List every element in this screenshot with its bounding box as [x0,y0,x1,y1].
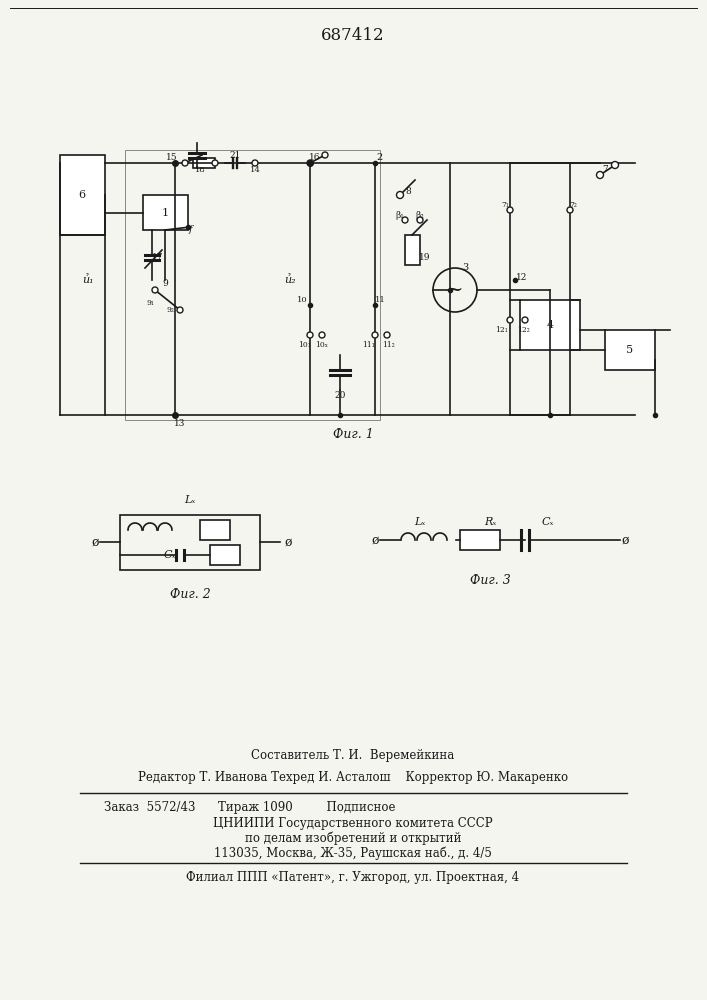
Circle shape [567,207,573,213]
Circle shape [319,332,325,338]
Bar [520,300,580,350]
Text: Rₓ: Rₓ [484,517,496,527]
Text: 5: 5 [626,345,633,355]
Circle shape [402,217,408,223]
Text: Cₓ: Cₓ [164,550,176,560]
Text: по делам изобретений и открытий: по делам изобретений и открытий [245,831,461,845]
Text: 18: 18 [194,166,205,174]
Text: 10ₓ: 10ₓ [315,341,329,349]
Text: 10₁: 10₁ [298,341,311,349]
Circle shape [322,152,328,158]
Text: 14: 14 [250,166,260,174]
Circle shape [417,217,423,223]
Text: 12: 12 [516,273,527,282]
Text: ø: ø [371,534,379,546]
Bar [405,235,420,265]
Text: 19: 19 [419,253,431,262]
Bar [460,530,500,550]
Bar [193,158,215,168]
Text: 11₂: 11₂ [382,341,395,349]
Text: Фиг. 1: Фиг. 1 [332,428,373,442]
Text: 7: 7 [602,165,608,174]
Circle shape [522,317,528,323]
Text: 17: 17 [152,253,164,262]
Circle shape [182,160,188,166]
Text: ø: ø [284,536,292,548]
Text: 9₂: 9₂ [166,306,174,314]
Text: 687412: 687412 [321,26,385,43]
Text: 20: 20 [334,390,346,399]
Bar [605,330,655,370]
Bar [200,520,230,540]
Text: 9₁: 9₁ [146,299,154,307]
Circle shape [384,332,390,338]
Text: Редактор Т. Иванова Техред И. Асталош    Корректор Ю. Макаренко: Редактор Т. Иванова Техред И. Асталош Ко… [138,770,568,784]
Text: 11: 11 [375,296,385,304]
Text: 3: 3 [462,263,468,272]
Text: Фиг. 3: Фиг. 3 [469,574,510,586]
Circle shape [507,207,513,213]
Text: ø: ø [91,536,99,548]
Circle shape [307,332,313,338]
Text: 16: 16 [309,152,321,161]
Text: β₂: β₂ [416,211,424,220]
Circle shape [372,332,378,338]
Text: 8: 8 [405,188,411,196]
Circle shape [507,317,513,323]
Text: ủ₂: ủ₂ [284,275,296,285]
Circle shape [397,192,404,198]
Text: ø: ø [621,534,629,546]
Text: 12₂: 12₂ [518,326,530,334]
Circle shape [307,160,313,166]
Text: 7₂: 7₂ [569,201,577,209]
Circle shape [212,160,218,166]
Text: 11₁: 11₁ [363,341,375,349]
Text: 15: 15 [166,152,178,161]
Text: β₁: β₁ [396,211,404,220]
Text: 4: 4 [547,320,554,330]
Text: ~: ~ [447,281,463,299]
Text: ЦНИИПИ Государственного комитета СССР: ЦНИИПИ Государственного комитета СССР [214,816,493,830]
Text: Составитель Т. И.  Веремейкина: Составитель Т. И. Веремейкина [252,748,455,762]
Text: Филиал ППП «Патент», г. Ужгород, ул. Проектная, 4: Филиал ППП «Патент», г. Ужгород, ул. Про… [187,870,520,884]
Text: 9: 9 [162,279,168,288]
Text: Заказ  5572/43      Тираж 1090         Подписное: Заказ 5572/43 Тираж 1090 Подписное [104,802,396,814]
Bar [210,545,240,565]
Text: 6: 6 [78,190,86,200]
Circle shape [597,172,604,178]
Bar [143,195,188,230]
Bar [125,150,380,420]
Text: 10: 10 [297,296,308,304]
Text: 113035, Москва, Ж-35, Раушская наб., д. 4/5: 113035, Москва, Ж-35, Раушская наб., д. … [214,846,492,860]
Text: Lₓ: Lₓ [414,517,426,527]
Text: 7₁: 7₁ [501,201,509,209]
Bar [60,155,105,235]
Text: 2: 2 [377,152,383,161]
Text: f: f [188,226,192,234]
Text: 13: 13 [175,418,186,428]
Text: 1: 1 [161,208,168,218]
Text: Cₓ: Cₓ [542,517,554,527]
Circle shape [612,161,619,168]
Bar [120,515,260,570]
Circle shape [252,160,258,166]
Text: 21: 21 [229,150,240,159]
Text: ủ₁: ủ₁ [82,275,94,285]
Circle shape [177,307,183,313]
Text: Фиг. 2: Фиг. 2 [170,588,211,601]
Text: 12₁: 12₁ [496,326,508,334]
Text: Lₓ: Lₓ [185,495,196,505]
Circle shape [152,287,158,293]
